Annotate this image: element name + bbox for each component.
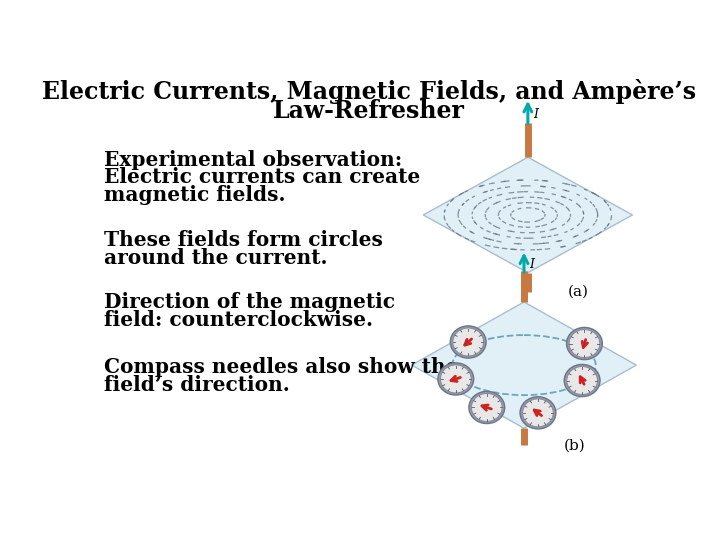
Ellipse shape: [520, 397, 556, 429]
Text: Electric currents can create: Electric currents can create: [104, 167, 420, 187]
Text: (a): (a): [568, 284, 589, 298]
Text: I: I: [529, 259, 534, 272]
Ellipse shape: [567, 327, 603, 360]
Ellipse shape: [567, 367, 598, 395]
Ellipse shape: [569, 329, 600, 357]
Text: Law-Refresher: Law-Refresher: [273, 99, 465, 123]
Ellipse shape: [469, 392, 505, 423]
Text: These fields form circles: These fields form circles: [104, 231, 383, 251]
Ellipse shape: [441, 365, 471, 393]
Polygon shape: [423, 157, 632, 273]
Text: Direction of the magnetic: Direction of the magnetic: [104, 292, 395, 312]
Text: (b): (b): [564, 438, 585, 453]
Text: Compass needles also show the: Compass needles also show the: [104, 357, 459, 377]
Ellipse shape: [472, 394, 502, 421]
Text: I: I: [534, 109, 539, 122]
Text: field: counterclockwise.: field: counterclockwise.: [104, 309, 373, 329]
Text: magnetic fields.: magnetic fields.: [104, 185, 285, 205]
Ellipse shape: [564, 364, 600, 396]
Ellipse shape: [453, 328, 484, 356]
Text: Experimental observation:: Experimental observation:: [104, 150, 402, 170]
Ellipse shape: [438, 363, 474, 395]
Ellipse shape: [450, 326, 486, 358]
Text: Electric Currents, Magnetic Fields, and Ampère’s: Electric Currents, Magnetic Fields, and …: [42, 79, 696, 104]
Text: around the current.: around the current.: [104, 248, 328, 268]
Ellipse shape: [523, 399, 553, 427]
Polygon shape: [412, 302, 636, 428]
Text: field’s direction.: field’s direction.: [104, 375, 289, 395]
